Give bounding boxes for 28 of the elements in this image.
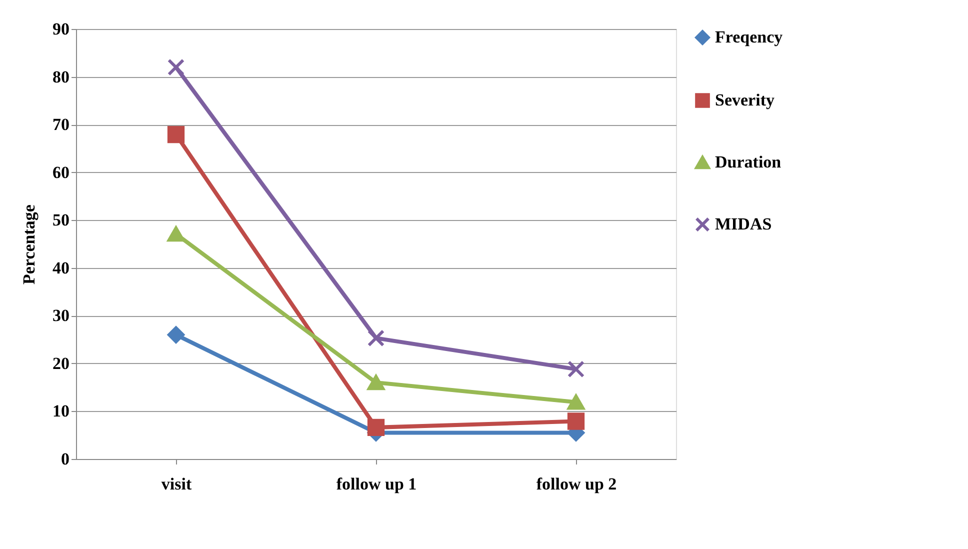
y-tick-label: 80 — [52, 67, 70, 86]
point — [167, 126, 185, 144]
point — [367, 418, 385, 436]
y-tick-label: 10 — [52, 402, 70, 421]
x-tick-label: follow up 1 — [336, 474, 417, 494]
legend-label: Severity — [715, 90, 775, 110]
x-tick-label: follow up 2 — [536, 474, 617, 494]
y-axis-title: Percentage — [20, 204, 38, 284]
point — [167, 226, 185, 242]
point — [167, 326, 185, 344]
y-tick-label: 60 — [52, 162, 70, 182]
y-tick-label: 20 — [52, 354, 70, 373]
point — [567, 412, 585, 430]
y-tick-label: 70 — [52, 115, 70, 134]
legend-label: Duration — [715, 152, 782, 172]
x-tick-label: visit — [161, 474, 192, 494]
y-tick-label: 90 — [52, 20, 70, 38]
y-tick-label: 0 — [61, 450, 70, 468]
y-tick-label: 40 — [52, 258, 70, 278]
y-tick-label: 50 — [52, 210, 70, 230]
point — [367, 330, 385, 347]
point — [367, 374, 385, 390]
legend-label: MIDAS — [715, 214, 772, 234]
point — [167, 58, 185, 76]
y-tick-label: 30 — [52, 306, 70, 326]
point — [567, 360, 585, 378]
legend-label: Freqency — [715, 28, 784, 46]
point — [567, 394, 585, 410]
